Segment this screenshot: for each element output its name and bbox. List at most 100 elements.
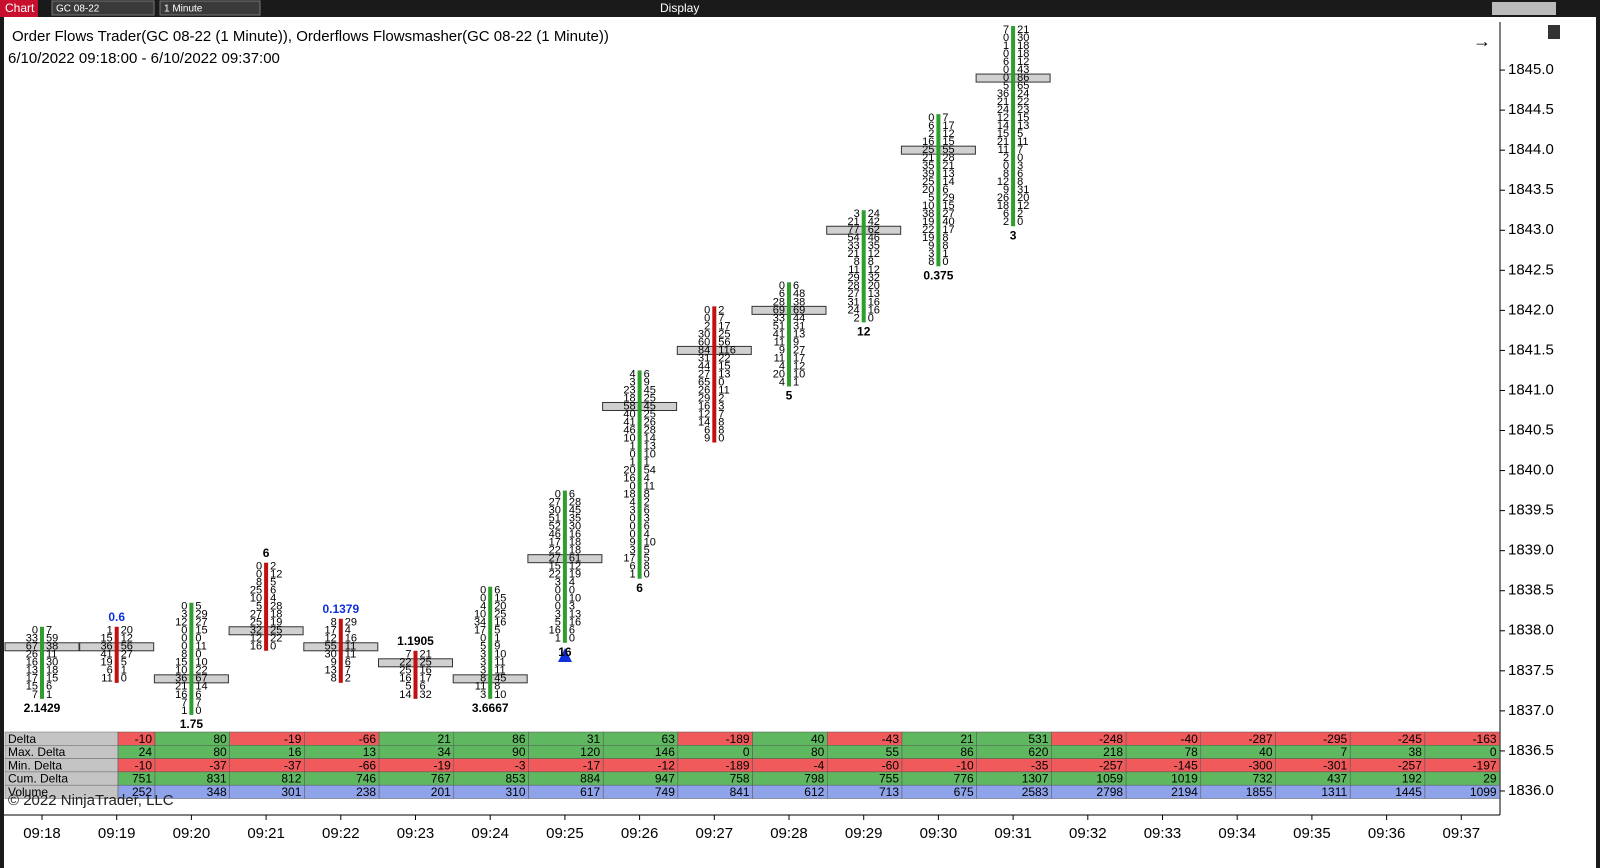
- bid-volume: 20: [773, 368, 785, 380]
- bid-volume: 0: [629, 480, 635, 492]
- bar-label: 3: [1010, 228, 1017, 242]
- bid-volume: 14: [399, 689, 411, 701]
- ask-volume: 25: [644, 392, 656, 404]
- bid-volume: 0: [480, 585, 486, 597]
- ask-volume: 27: [942, 208, 954, 220]
- cell-value: 947: [655, 772, 675, 786]
- cell-value: -37: [284, 758, 302, 772]
- ask-volume: 3: [569, 601, 575, 613]
- bid-volume: 38: [922, 208, 934, 220]
- cell-value: 13: [363, 745, 377, 759]
- ask-volume: 27: [793, 344, 805, 356]
- x-tick-label: 09:29: [845, 825, 883, 842]
- cell-value: 24: [139, 745, 153, 759]
- ask-volume: 0: [868, 312, 874, 324]
- bid-volume: 67: [26, 641, 38, 653]
- bid-volume: 16: [698, 400, 710, 412]
- bid-volume: 8: [181, 649, 187, 661]
- y-tick-label: 1838.5: [1508, 582, 1554, 599]
- display-menu[interactable]: Display: [660, 1, 699, 15]
- bid-volume: 15: [997, 128, 1009, 140]
- bar-label: 12: [857, 325, 871, 339]
- y-tick-label: 1845.0: [1508, 61, 1554, 78]
- ask-volume: 12: [793, 360, 805, 372]
- ask-volume: 25: [420, 657, 432, 669]
- cell-value: 751: [132, 772, 152, 786]
- bid-volume: 0: [480, 593, 486, 605]
- ask-volume: 9: [644, 376, 650, 388]
- cell-value: 2798: [1096, 785, 1123, 799]
- ask-volume: 61: [569, 553, 581, 565]
- arrow-icon[interactable]: →: [1473, 31, 1491, 51]
- ask-volume: 2: [718, 392, 724, 404]
- bid-volume: 2: [854, 312, 860, 324]
- bid-volume: 3: [555, 609, 561, 621]
- ask-volume: 11: [345, 649, 356, 661]
- y-tick-label: 1842.0: [1508, 301, 1554, 318]
- bid-volume: 0: [1003, 48, 1009, 60]
- row-name: Delta: [8, 732, 36, 746]
- ask-volume: 38: [793, 296, 805, 308]
- cell-value: -301: [1323, 758, 1347, 772]
- instrument: GC 08-22: [56, 4, 100, 15]
- cell-value: -3: [515, 758, 526, 772]
- ask-volume: 19: [569, 569, 581, 581]
- bid-volume: 65: [698, 376, 710, 388]
- ask-volume: 46: [868, 232, 880, 244]
- bid-volume: 8: [854, 256, 860, 268]
- ask-volume: 0: [195, 649, 201, 661]
- cell-value: -300: [1248, 758, 1272, 772]
- ask-volume: 15: [718, 360, 730, 372]
- window-buttons[interactable]: [1492, 2, 1556, 15]
- ask-volume: 0: [270, 641, 276, 653]
- bid-volume: 27: [250, 609, 262, 621]
- bid-volume: 12: [698, 408, 710, 420]
- ask-volume: 17: [420, 673, 432, 685]
- bid-volume: 4: [629, 497, 635, 509]
- ask-volume: 10: [494, 649, 506, 661]
- y-tick-label: 1840.0: [1508, 462, 1554, 479]
- bid-volume: 15: [100, 633, 112, 645]
- ask-volume: 56: [121, 641, 133, 653]
- bid-volume: 1: [181, 705, 187, 717]
- f-button[interactable]: [1548, 25, 1560, 39]
- bid-volume: 0: [629, 529, 635, 541]
- interval-select[interactable]: [159, 0, 261, 16]
- cell-value: -10: [135, 732, 153, 746]
- bid-volume: 10: [250, 593, 262, 605]
- ask-volume: 24: [868, 208, 880, 220]
- candle-body: [189, 602, 194, 715]
- bid-volume: 11: [475, 681, 486, 693]
- ask-volume: 16: [868, 304, 880, 316]
- y-tick-label: 1836.5: [1508, 742, 1554, 759]
- bid-volume: 25: [250, 585, 262, 597]
- ask-volume: 5: [644, 545, 650, 557]
- bid-volume: 5: [256, 601, 262, 613]
- ask-volume: 5: [1017, 128, 1023, 140]
- bid-volume: 33: [847, 240, 859, 252]
- ask-volume: 0: [121, 673, 127, 685]
- bid-volume: 7: [32, 689, 38, 701]
- ask-volume: 59: [46, 633, 58, 645]
- instrument-select[interactable]: [51, 0, 155, 16]
- row-name: Cum. Delta: [8, 772, 68, 786]
- bid-volume: 16: [175, 689, 187, 701]
- bid-volume: 25: [399, 665, 411, 677]
- x-tick-label: 09:37: [1443, 825, 1481, 842]
- ask-volume: 32: [420, 689, 432, 701]
- cell-value: 437: [1327, 772, 1347, 786]
- ask-volume: 6: [569, 625, 575, 637]
- chart-tab[interactable]: [0, 0, 38, 17]
- ask-volume: 29: [942, 192, 954, 204]
- ask-volume: 7: [942, 112, 948, 124]
- ask-volume: 2: [718, 304, 724, 316]
- bid-volume: 2: [1003, 152, 1009, 164]
- cell-value: -35: [1031, 758, 1049, 772]
- ask-volume: 25: [718, 328, 730, 340]
- y-tick-label: 1836.0: [1508, 782, 1554, 799]
- cell-value: 617: [580, 785, 600, 799]
- bar-label: 0.6: [108, 610, 125, 624]
- bid-volume: 1: [555, 633, 561, 645]
- bid-volume: 4: [629, 368, 635, 380]
- bid-volume: 69: [773, 304, 785, 316]
